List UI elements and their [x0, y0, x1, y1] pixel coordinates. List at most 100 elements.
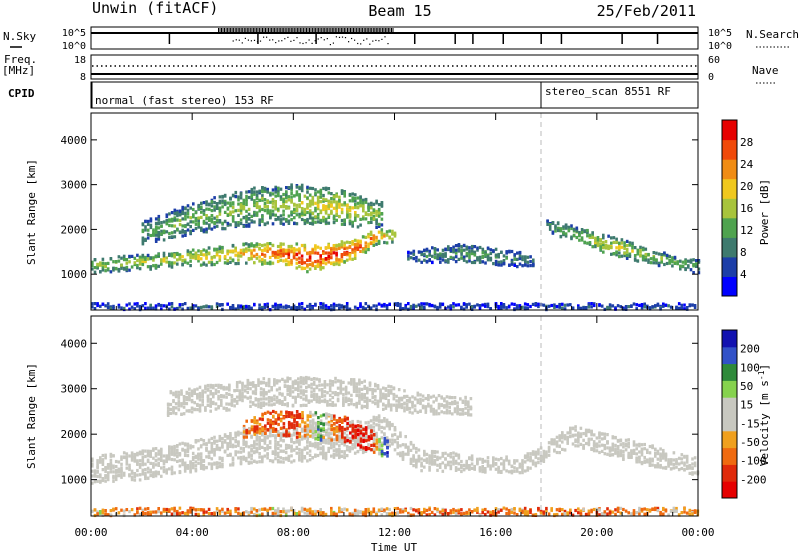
heatmap-cell [592, 303, 596, 308]
heatmap-cell [380, 217, 384, 221]
heatmap-cell [492, 461, 495, 465]
heatmap-cell [348, 215, 352, 219]
heatmap-cell [191, 253, 195, 257]
heatmap-cell [380, 443, 384, 447]
heatmap-cell [356, 443, 360, 447]
heatmap-cell [112, 476, 115, 480]
heatmap-cell [554, 224, 557, 228]
freq-tick-low: 8 [80, 72, 86, 83]
heatmap-cell [104, 476, 107, 480]
heatmap-cell [630, 454, 633, 458]
heatmap-cell [306, 263, 309, 268]
heatmap-cell [311, 251, 314, 255]
heatmap-cell [468, 457, 471, 461]
heatmap-cell [314, 209, 317, 213]
heatmap-cell [627, 451, 630, 455]
heatmap-cell [238, 380, 242, 384]
heatmap-cell [114, 260, 118, 264]
heatmap-cell [261, 445, 264, 449]
heatmap-cell [380, 236, 384, 240]
heatmap-cell [295, 207, 299, 211]
heatmap-cell [639, 248, 642, 252]
heatmap-cell [279, 254, 283, 258]
heatmap-cell [178, 218, 182, 223]
heatmap-cell [631, 243, 634, 248]
heatmap-cell [672, 458, 676, 462]
heatmap-cell [338, 306, 341, 311]
heatmap-cell [239, 455, 243, 460]
heatmap-cell [415, 304, 418, 308]
heatmap-cell [611, 435, 615, 439]
heatmap-cell [341, 425, 344, 430]
freq-label: Freq. [4, 53, 37, 66]
heatmap-cell [345, 307, 349, 311]
heatmap-cell [290, 213, 293, 217]
heatmap-cell [341, 432, 344, 436]
heatmap-cell [141, 261, 145, 265]
heatmap-cell [221, 307, 224, 311]
heatmap-cell [274, 213, 277, 217]
heatmap-cell [234, 450, 237, 454]
heatmap-cell [183, 260, 187, 264]
heatmap-cell [154, 474, 158, 478]
heatmap-cell [284, 447, 288, 451]
heatmap-cell [204, 406, 207, 410]
heatmap-cell [172, 391, 175, 395]
heatmap-cell [221, 205, 224, 209]
heatmap-cell [162, 220, 166, 224]
heatmap-cell [577, 440, 580, 444]
heatmap-cell [633, 258, 637, 262]
heatmap-cell [112, 304, 115, 308]
heatmap-cell [241, 395, 244, 399]
heatmap-cell [378, 452, 381, 456]
heatmap-cell [282, 199, 285, 203]
heatmap-cell [351, 224, 354, 228]
y-tick-label: 3000 [61, 179, 88, 192]
heatmap-cell [441, 258, 445, 262]
heatmap-cell [559, 234, 563, 239]
heatmap-cell [345, 429, 349, 433]
heatmap-cell [354, 215, 357, 219]
heatmap-cell [356, 436, 360, 440]
heatmap-cell [287, 426, 291, 430]
heatmap-cell [362, 433, 365, 437]
heatmap-cell [623, 246, 626, 250]
heatmap-cell [457, 467, 461, 471]
heatmap-cell [290, 258, 293, 263]
heatmap-cell [209, 397, 212, 402]
heatmap-cell [209, 385, 212, 389]
heatmap-cell [133, 478, 137, 482]
heatmap-cell [198, 398, 202, 402]
heatmap-cell [672, 466, 676, 470]
heatmap-cell [319, 434, 323, 438]
heatmap-cell [154, 263, 158, 268]
heatmap-cell [330, 425, 333, 430]
heatmap-cell [258, 427, 262, 431]
heatmap-cell [399, 431, 402, 435]
heatmap-cell [306, 418, 310, 422]
heatmap-cell [452, 457, 455, 461]
heatmap-cell [680, 457, 684, 461]
power-panel-bg [91, 113, 698, 310]
heatmap-cell [149, 470, 152, 474]
heatmap-cell [316, 207, 320, 211]
heatmap-cell [303, 455, 307, 459]
heatmap-cell [96, 302, 99, 306]
heatmap-cell [185, 409, 189, 413]
heatmap-cell [380, 228, 384, 232]
heatmap-cell [181, 259, 184, 263]
heatmap-cell [349, 440, 352, 444]
heatmap-cell [130, 454, 134, 458]
heatmap-cell [154, 304, 158, 308]
heatmap-cell [348, 257, 352, 261]
heatmap-cell [607, 234, 610, 238]
heatmap-cell [654, 454, 657, 458]
heatmap-cell [202, 209, 206, 213]
heatmap-cell [300, 217, 304, 222]
heatmap-cell [521, 305, 524, 309]
heatmap-cell [308, 193, 312, 197]
heatmap-cell [93, 480, 97, 484]
heatmap-cell [290, 210, 293, 215]
heatmap-cell [234, 453, 237, 457]
heatmap-cell [587, 430, 591, 434]
